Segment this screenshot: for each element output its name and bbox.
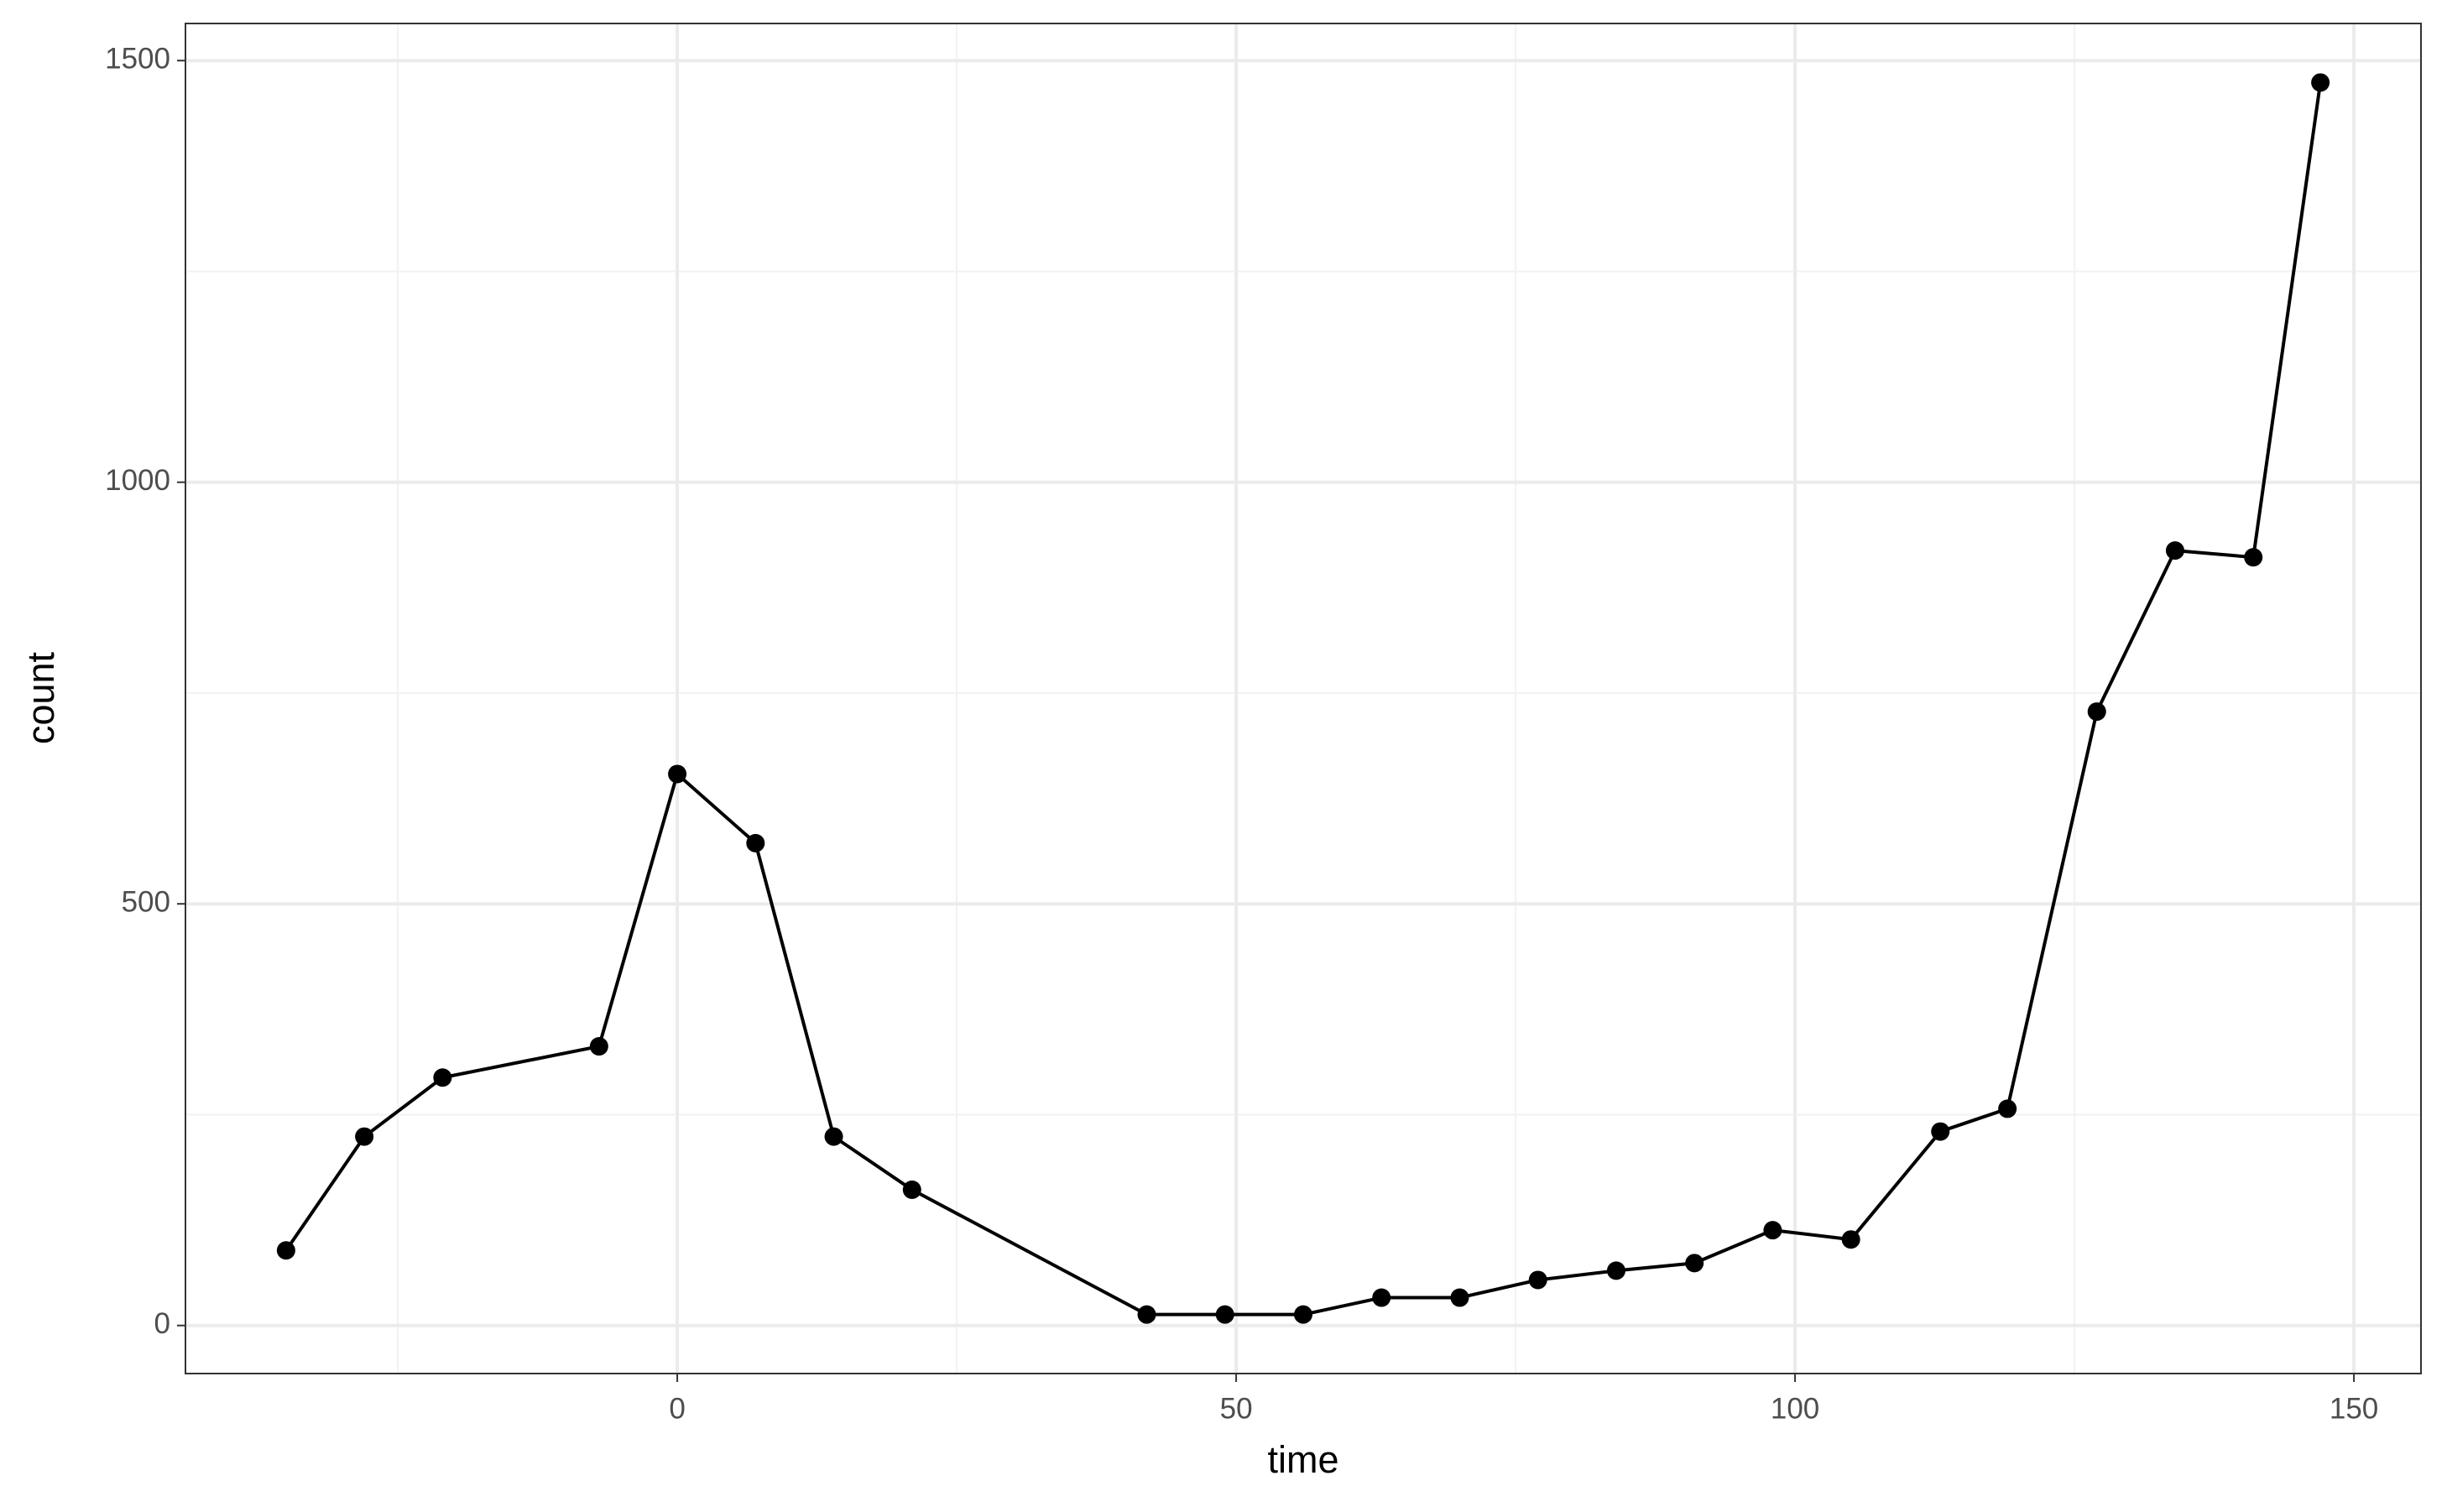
panel-border <box>185 23 2422 1374</box>
point <box>1763 1221 1782 1240</box>
y-tick-label: 0 <box>154 1307 170 1340</box>
point <box>1215 1305 1234 1324</box>
point <box>902 1180 921 1199</box>
x-tick-label: 150 <box>2330 1392 2378 1425</box>
point <box>2244 548 2263 567</box>
point <box>824 1127 843 1146</box>
point <box>1998 1099 2017 1118</box>
y-tick-label: 1000 <box>105 464 170 497</box>
x-tick-label: 50 <box>1220 1392 1253 1425</box>
point <box>1137 1305 1156 1324</box>
point <box>746 833 765 852</box>
y-axis-title: count <box>19 651 62 744</box>
point <box>1685 1254 1704 1273</box>
point <box>589 1037 608 1056</box>
point <box>276 1241 295 1260</box>
point <box>1450 1288 1469 1307</box>
point <box>668 764 687 784</box>
point <box>2087 702 2106 722</box>
x-tick-label: 0 <box>669 1392 685 1425</box>
point <box>2165 541 2184 560</box>
point <box>1606 1261 1625 1280</box>
point <box>355 1127 374 1146</box>
point <box>1294 1305 1312 1324</box>
point <box>2311 73 2330 92</box>
point <box>433 1068 452 1087</box>
line <box>284 82 2323 1316</box>
point <box>1931 1122 1950 1141</box>
y-tick-label: 500 <box>122 885 170 918</box>
point <box>1528 1270 1547 1290</box>
y-tick-label: 1500 <box>105 42 170 75</box>
point <box>1372 1288 1391 1307</box>
x-tick-label: 100 <box>1771 1392 1819 1425</box>
x-axis-title: time <box>1267 1438 1338 1481</box>
point <box>1841 1230 1860 1249</box>
